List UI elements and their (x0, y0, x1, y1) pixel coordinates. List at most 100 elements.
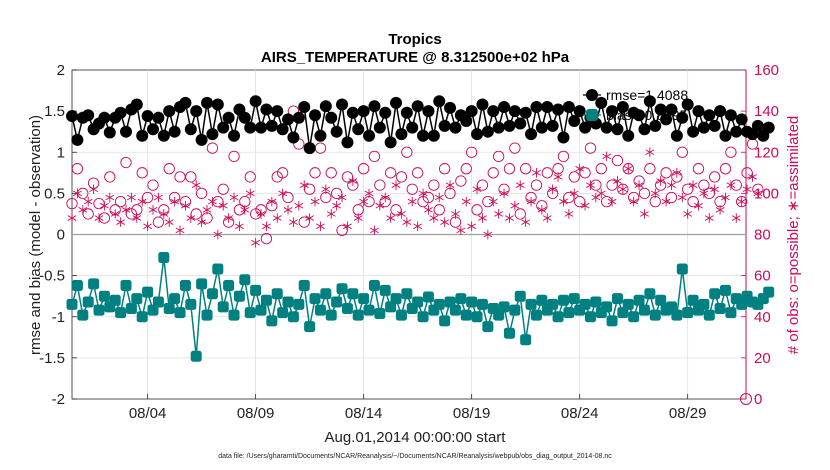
rmse-marker (606, 105, 619, 118)
rmse-marker (400, 106, 413, 119)
bias-marker (223, 279, 235, 291)
obs-assimilated-marker (391, 180, 401, 190)
obs-assimilated-marker (332, 200, 342, 211)
rmse-marker (692, 105, 705, 118)
obs-assimilated-marker (715, 205, 725, 215)
obs-assimilated-marker (731, 213, 741, 223)
bias-marker (336, 283, 348, 295)
obs-assimilated-stroke (737, 198, 747, 205)
bias-marker (217, 301, 229, 313)
rmse-marker (292, 111, 305, 124)
obs-assimilated-marker (272, 213, 282, 223)
y-axis-label-right: # of obs: o=possible; ∗=assimilated (785, 116, 802, 355)
obs-possible-marker (276, 167, 289, 179)
obs-possible-marker (71, 163, 84, 175)
chart-subtitle: AIRS_TEMPERATURE @ 8.312500e+02 hPa (261, 49, 570, 66)
bias-marker (460, 309, 472, 321)
y-tick-label-left: 1 (57, 144, 65, 161)
bias-marker (417, 311, 429, 323)
rmse-marker (217, 121, 230, 134)
obs-assimilated-stroke (515, 182, 525, 188)
obs-assimilated-marker (672, 168, 682, 178)
obs-assimilated-stroke (451, 211, 460, 217)
obs-assimilated-marker (488, 196, 498, 207)
rmse-marker (363, 129, 376, 142)
bias-marker (584, 311, 596, 323)
rmse-marker (249, 95, 262, 108)
obs-assimilated-marker (607, 196, 617, 207)
obs-assimilated-marker (499, 188, 509, 199)
obs-assimilated-stroke (488, 198, 498, 205)
bias-marker (152, 296, 164, 308)
legend-rmse-label: rmse=1.4088 (606, 87, 688, 103)
obs-assimilated-stroke (159, 211, 169, 217)
obs-assimilated-stroke (143, 223, 153, 230)
rmse-marker (184, 123, 197, 136)
obs-assimilated-stroke (434, 194, 444, 201)
bias-marker (622, 298, 634, 310)
bias-marker (255, 304, 267, 316)
bias-marker (714, 303, 726, 315)
obs-assimilated-stroke (337, 194, 347, 201)
obs-assimilated-marker (105, 192, 115, 203)
obs-assimilated-stroke (467, 223, 477, 230)
bias-marker (374, 307, 386, 319)
rmse-marker (427, 129, 440, 142)
obs-assimilated-marker (299, 180, 309, 190)
bias-marker (206, 288, 218, 300)
obs-assimilated-marker (704, 213, 714, 223)
bias-marker (282, 296, 294, 308)
bias-marker (82, 296, 94, 308)
obs-assimilated-stroke (121, 207, 131, 213)
obs-assimilated-stroke (148, 207, 158, 213)
obs-assimilated-stroke (494, 211, 504, 217)
obs-possible-marker (736, 195, 748, 208)
obs-assimilated-marker (121, 205, 131, 215)
obs-assimilated-stroke (224, 215, 234, 221)
obs-assimilated-stroke (289, 219, 298, 225)
obs-assimilated-marker (683, 209, 693, 219)
rmse-marker (579, 121, 592, 134)
bias-marker (358, 293, 370, 305)
obs-possible-marker (260, 232, 273, 245)
obs-assimilated-marker (742, 184, 752, 195)
obs-assimilated-stroke (262, 223, 271, 230)
obs-assimilated-stroke (375, 202, 385, 209)
obs-assimilated-marker (343, 221, 352, 232)
legend-bias-label: bias=-0.8095 (606, 107, 688, 123)
bias-marker (449, 304, 461, 316)
bias-marker (579, 298, 591, 310)
rmse-marker (535, 121, 548, 134)
obs-assimilated-marker (559, 196, 568, 207)
obs-assimilated-marker (542, 213, 552, 223)
bias-marker (568, 293, 580, 305)
rmse-marker (319, 100, 332, 113)
obs-assimilated-marker (721, 192, 730, 203)
obs-assimilated-stroke (748, 174, 757, 180)
obs-possible-marker (455, 175, 467, 187)
rmse-marker (157, 129, 170, 142)
obs-assimilated-stroke (602, 153, 612, 160)
obs-assimilated-stroke (407, 198, 417, 205)
bias-marker (433, 298, 445, 310)
obs-assimilated-marker (737, 196, 747, 207)
obs-assimilated-marker (510, 200, 520, 211)
obs-possible-marker (325, 167, 337, 179)
obs-assimilated-stroke (332, 202, 342, 209)
x-tick-label: 08/29 (669, 405, 707, 422)
rmse-marker (724, 109, 737, 122)
obs-possible-marker (514, 208, 526, 220)
obs-assimilated-marker (677, 192, 687, 203)
bias-marker (320, 288, 332, 300)
obs-assimilated-marker (386, 213, 396, 223)
rmse-marker (492, 121, 505, 134)
bias-marker (763, 286, 775, 298)
obs-assimilated-stroke (110, 211, 120, 217)
bias-marker (601, 301, 613, 313)
obs-assimilated-stroke (694, 202, 703, 209)
obs-assimilated-stroke (542, 215, 552, 221)
rmse-marker (643, 95, 656, 108)
obs-assimilated-stroke (510, 202, 520, 209)
rmse-marker (600, 121, 613, 134)
bias-marker (552, 311, 564, 323)
